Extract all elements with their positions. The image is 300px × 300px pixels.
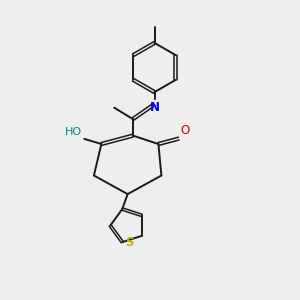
Text: S: S xyxy=(125,236,134,249)
Text: N: N xyxy=(149,100,160,113)
Text: HO: HO xyxy=(65,128,82,137)
Text: O: O xyxy=(181,124,190,137)
